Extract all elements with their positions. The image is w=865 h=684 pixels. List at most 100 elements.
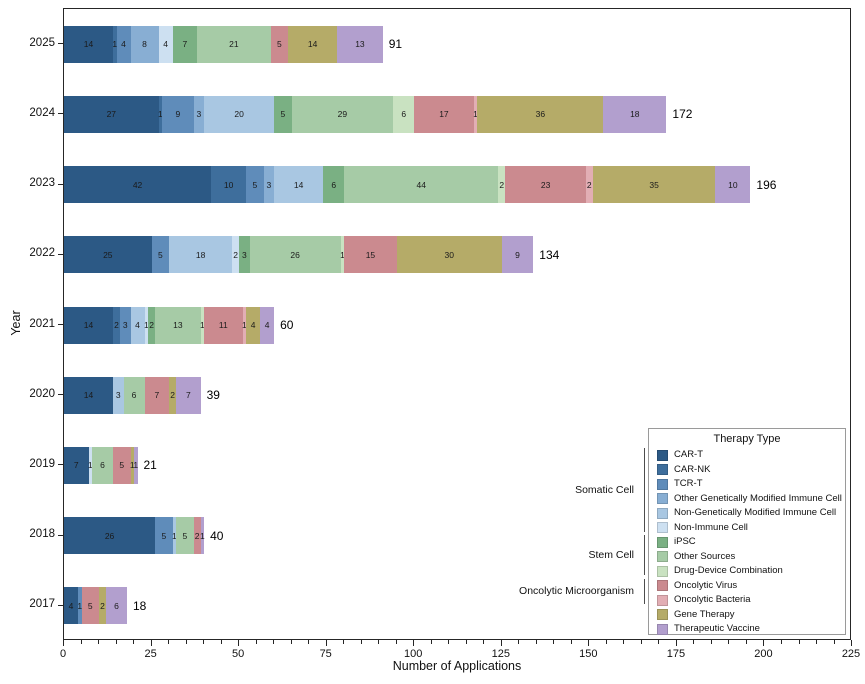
legend-swatch bbox=[657, 609, 668, 620]
bar-segment-value: 5 bbox=[276, 38, 282, 49]
x-axis-minor-tick bbox=[448, 640, 450, 644]
bar-segment: 2 bbox=[99, 587, 106, 625]
y-axis-tick-label: 2017 bbox=[29, 598, 55, 611]
x-axis-tick-label: 150 bbox=[579, 648, 598, 660]
bar-segment-value: 14 bbox=[293, 179, 304, 190]
x-axis-major-tick bbox=[851, 640, 852, 646]
bar-segment: 7 bbox=[64, 446, 89, 484]
bar-segment-value: 20 bbox=[234, 109, 244, 120]
legend-item: Non-Genetically Modified Immune Cell bbox=[657, 507, 836, 519]
x-axis-minor-tick bbox=[658, 640, 660, 644]
bar-segment-value: 4 bbox=[135, 319, 140, 330]
bar-segment-value: 2 bbox=[194, 530, 200, 541]
x-axis-minor-tick bbox=[115, 640, 117, 644]
y-axis-tick bbox=[58, 464, 63, 466]
legend-group-bracket bbox=[644, 535, 645, 575]
bar-segment-value: 3 bbox=[122, 319, 128, 330]
bar-total-label: 18 bbox=[133, 598, 147, 613]
x-axis-minor-tick bbox=[535, 640, 537, 644]
bar-segment: 1 bbox=[473, 95, 478, 133]
bar-segment: 44 bbox=[344, 166, 499, 204]
bar-segment-value: 15 bbox=[365, 249, 376, 260]
bar-segment: 10 bbox=[211, 166, 247, 204]
bar-segment-value: 13 bbox=[173, 319, 183, 330]
bar-segment: 1 bbox=[88, 446, 93, 484]
bar-segment: 3 bbox=[193, 95, 205, 133]
bar-segment: 1 bbox=[130, 446, 135, 484]
bar-segment-value: 1 bbox=[340, 249, 345, 260]
bar-segment-value: 3 bbox=[241, 249, 247, 260]
y-axis-tick-label: 2022 bbox=[29, 247, 55, 260]
x-axis-minor-tick bbox=[98, 640, 99, 644]
x-axis-major-tick bbox=[325, 640, 327, 646]
bar-segment: 7 bbox=[172, 25, 198, 63]
bar-segment-value: 4 bbox=[68, 600, 74, 611]
legend-item: Therapeutic Vaccine bbox=[657, 623, 760, 635]
legend-item-label: Non-Immune Cell bbox=[674, 521, 748, 533]
y-axis-tick-label: 2024 bbox=[29, 106, 55, 119]
legend-item-label: TCR-T bbox=[674, 478, 703, 490]
bar-segment-value: 26 bbox=[104, 530, 115, 541]
x-axis-minor-tick bbox=[483, 640, 485, 644]
bar-segment-value: 17 bbox=[439, 109, 449, 120]
legend-item: Oncolytic Bacteria bbox=[657, 594, 751, 606]
bar-segment-value: 5 bbox=[87, 600, 93, 611]
bar-segment: 1 bbox=[200, 306, 205, 344]
x-axis-minor-tick bbox=[728, 640, 730, 644]
bar-segment: 1 bbox=[112, 25, 117, 63]
x-axis-tick-label: 175 bbox=[666, 648, 686, 660]
bar-segment-value: 1 bbox=[77, 600, 83, 611]
bar-segment: 5 bbox=[151, 236, 170, 274]
bar-segment: 4 bbox=[116, 25, 131, 63]
bar-segment: 1 bbox=[158, 95, 163, 133]
bar-segment-value: 7 bbox=[185, 389, 191, 400]
bar-segment-value: 1 bbox=[171, 530, 177, 541]
bar-total-label: 134 bbox=[539, 247, 560, 262]
bar-segment: 2 bbox=[498, 166, 506, 204]
bar-segment: 5 bbox=[81, 587, 99, 625]
bar-segment-value: 10 bbox=[223, 179, 234, 190]
bar-segment: 18 bbox=[169, 236, 233, 274]
bar-segment: 1 bbox=[143, 306, 149, 344]
bar-segment-value: 6 bbox=[100, 460, 105, 471]
bar-segment-value: 1 bbox=[143, 319, 149, 330]
bar-segment-value: 14 bbox=[83, 319, 94, 330]
bar-segment: 17 bbox=[414, 95, 474, 133]
bar-segment: 9 bbox=[162, 95, 194, 133]
bar-segment: 4 bbox=[246, 306, 261, 344]
bar-row-2020: 14 3 6 7 2 7 39 bbox=[64, 376, 852, 414]
legend-item-label: Oncolytic Virus bbox=[674, 579, 738, 591]
y-axis-tick bbox=[58, 604, 63, 606]
x-axis-major-tick bbox=[588, 640, 590, 646]
bar-segment: 9 bbox=[501, 236, 534, 274]
x-axis-tick-label: 225 bbox=[841, 648, 861, 660]
bar-segment: 3 bbox=[113, 376, 124, 414]
bar-segment: 5 bbox=[246, 166, 264, 204]
x-axis-major-tick bbox=[500, 640, 502, 646]
bar-segment: 18 bbox=[603, 95, 667, 133]
bar-segment-value: 14 bbox=[83, 38, 94, 49]
bar-segment: 4 bbox=[158, 25, 173, 63]
bar-segment-value: 2 bbox=[233, 249, 238, 260]
bar-segment-value: 29 bbox=[337, 109, 348, 120]
bar-segment-value: 6 bbox=[401, 109, 407, 120]
bar-segment-value: 4 bbox=[121, 38, 126, 49]
bar-segment-value: 6 bbox=[331, 179, 337, 190]
y-axis-tick bbox=[58, 534, 63, 536]
bar-segment: 8 bbox=[130, 25, 159, 63]
x-axis-minor-tick bbox=[798, 640, 800, 644]
legend-swatch bbox=[657, 493, 668, 504]
legend-item: CAR-NK bbox=[657, 464, 710, 476]
bar-segment-value: 1 bbox=[241, 319, 247, 330]
bar-segment: 29 bbox=[291, 95, 394, 133]
x-axis-minor-tick bbox=[816, 640, 817, 644]
bar-segment-value: 3 bbox=[196, 109, 202, 120]
x-axis-minor-tick bbox=[518, 640, 520, 644]
bar-segment-value: 42 bbox=[132, 179, 143, 190]
y-axis-tick bbox=[58, 253, 63, 255]
bar-row-2023: 42 10 5 3 14 6 44 2 23 2 35 10 196 bbox=[64, 166, 852, 204]
bar-row-2018: 26 5 1 5 2 1 40 bbox=[64, 517, 852, 555]
bar-segment-value: 7 bbox=[182, 38, 188, 49]
x-axis-minor-tick bbox=[308, 640, 310, 644]
